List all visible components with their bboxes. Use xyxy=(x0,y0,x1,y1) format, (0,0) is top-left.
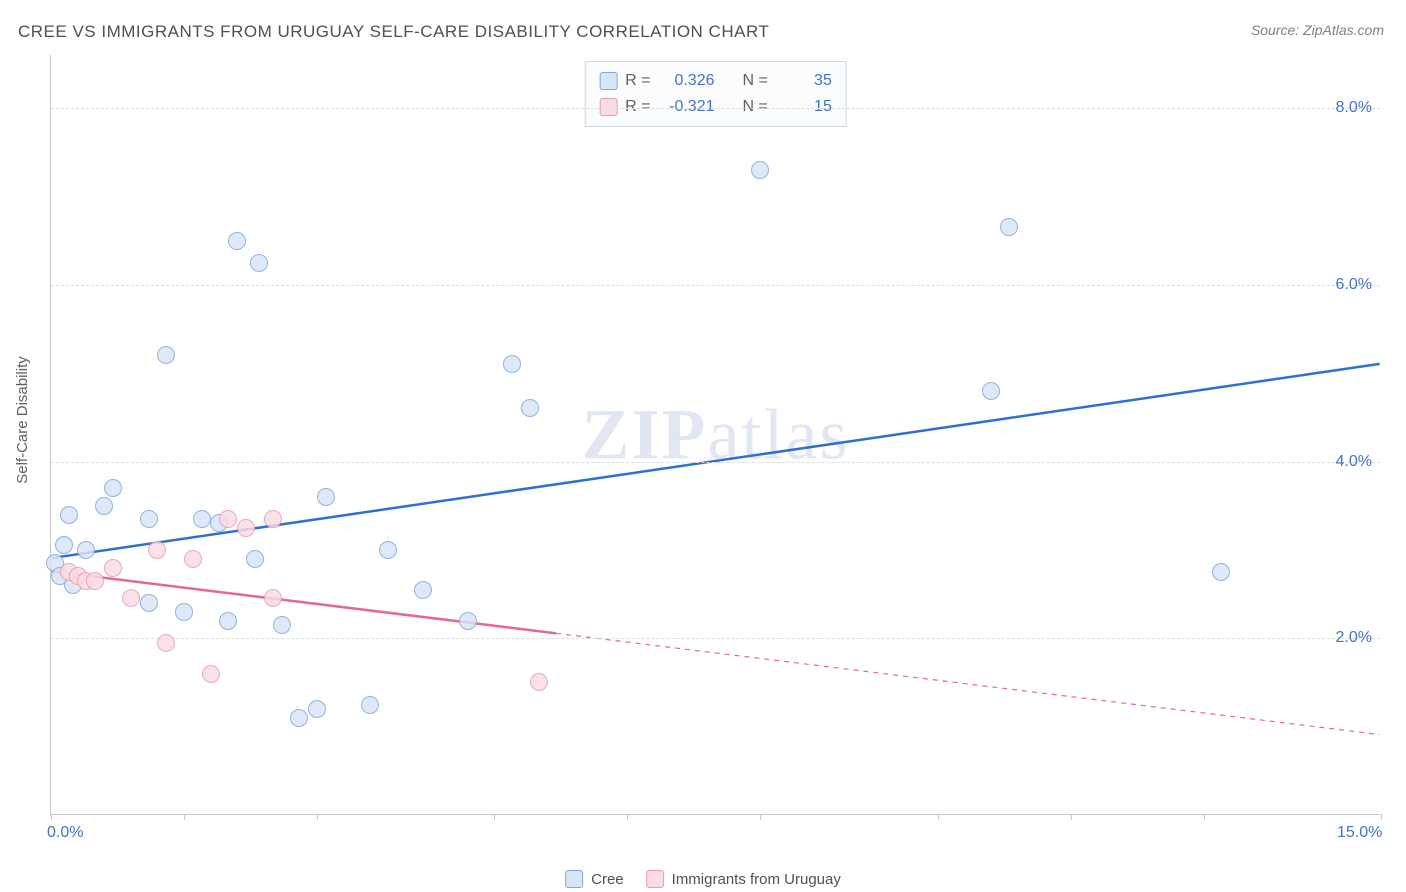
data-point xyxy=(459,612,477,630)
data-point xyxy=(379,541,397,559)
stat-r-label: R = xyxy=(625,68,650,94)
data-point xyxy=(193,510,211,528)
stat-n-uruguay: 15 xyxy=(776,94,832,120)
data-point xyxy=(140,510,158,528)
data-point xyxy=(237,519,255,537)
x-tick xyxy=(1204,814,1205,820)
chart-title: CREE VS IMMIGRANTS FROM URUGUAY SELF-CAR… xyxy=(18,22,769,42)
legend-swatch-uruguay xyxy=(646,870,664,888)
x-tick xyxy=(760,814,761,820)
data-point xyxy=(521,399,539,417)
stats-row-uruguay: R = -0.321 N = 15 xyxy=(599,94,832,120)
data-point xyxy=(290,709,308,727)
stat-n-cree: 35 xyxy=(776,68,832,94)
chart-container: CREE VS IMMIGRANTS FROM URUGUAY SELF-CAR… xyxy=(0,0,1406,892)
data-point xyxy=(122,589,140,607)
x-tick xyxy=(938,814,939,820)
data-point xyxy=(530,673,548,691)
data-point xyxy=(273,616,291,634)
data-point xyxy=(202,665,220,683)
data-point xyxy=(503,355,521,373)
source-attribution: Source: ZipAtlas.com xyxy=(1251,22,1384,38)
data-point xyxy=(414,581,432,599)
stat-n-label-2: N = xyxy=(743,94,768,120)
legend-label-cree: Cree xyxy=(591,871,624,888)
gridline-h xyxy=(51,108,1380,109)
x-tick xyxy=(51,814,52,820)
data-point xyxy=(184,550,202,568)
plot-area: ZIPatlas R = 0.326 N = 35 R = -0.321 N =… xyxy=(50,55,1380,815)
stat-n-label: N = xyxy=(743,68,768,94)
y-tick-label: 8.0% xyxy=(1336,99,1372,117)
legend-item-cree: Cree xyxy=(565,870,624,888)
data-point xyxy=(104,559,122,577)
data-point xyxy=(1000,218,1018,236)
data-point xyxy=(77,541,95,559)
watermark: ZIPatlas xyxy=(582,393,850,476)
data-point xyxy=(308,700,326,718)
legend: Cree Immigrants from Uruguay xyxy=(565,870,841,888)
y-tick-label: 6.0% xyxy=(1336,276,1372,294)
x-tick-label: 15.0% xyxy=(1337,824,1382,842)
data-point xyxy=(264,589,282,607)
data-point xyxy=(104,479,122,497)
legend-item-uruguay: Immigrants from Uruguay xyxy=(646,870,841,888)
trend-lines-svg xyxy=(51,55,1380,814)
gridline-h xyxy=(51,462,1380,463)
gridline-h xyxy=(51,285,1380,286)
data-point xyxy=(317,488,335,506)
swatch-cree xyxy=(599,72,617,90)
data-point xyxy=(751,161,769,179)
y-axis-label: Self-Care Disability xyxy=(14,356,31,484)
data-point xyxy=(219,510,237,528)
data-point xyxy=(361,696,379,714)
data-point xyxy=(157,346,175,364)
data-point xyxy=(250,254,268,272)
data-point xyxy=(60,506,78,524)
data-point xyxy=(95,497,113,515)
data-point xyxy=(157,634,175,652)
stat-r-label-2: R = xyxy=(625,94,650,120)
data-point xyxy=(246,550,264,568)
data-point xyxy=(55,536,73,554)
x-tick xyxy=(1381,814,1382,820)
stats-box: R = 0.326 N = 35 R = -0.321 N = 15 xyxy=(584,61,847,127)
data-point xyxy=(148,541,166,559)
x-tick-label: 0.0% xyxy=(47,824,83,842)
gridline-h xyxy=(51,638,1380,639)
x-tick xyxy=(1071,814,1072,820)
data-point xyxy=(982,382,1000,400)
data-point xyxy=(264,510,282,528)
legend-label-uruguay: Immigrants from Uruguay xyxy=(672,871,841,888)
data-point xyxy=(228,232,246,250)
swatch-uruguay xyxy=(599,98,617,116)
x-tick xyxy=(627,814,628,820)
data-point xyxy=(175,603,193,621)
data-point xyxy=(86,572,104,590)
y-tick-label: 2.0% xyxy=(1336,629,1372,647)
legend-swatch-cree xyxy=(565,870,583,888)
x-tick xyxy=(317,814,318,820)
y-tick-label: 4.0% xyxy=(1336,453,1372,471)
stat-r-uruguay: -0.321 xyxy=(659,94,715,120)
data-point xyxy=(219,612,237,630)
stat-r-cree: 0.326 xyxy=(659,68,715,94)
x-tick xyxy=(494,814,495,820)
data-point xyxy=(140,594,158,612)
data-point xyxy=(1212,563,1230,581)
x-tick xyxy=(184,814,185,820)
stats-row-cree: R = 0.326 N = 35 xyxy=(599,68,832,94)
